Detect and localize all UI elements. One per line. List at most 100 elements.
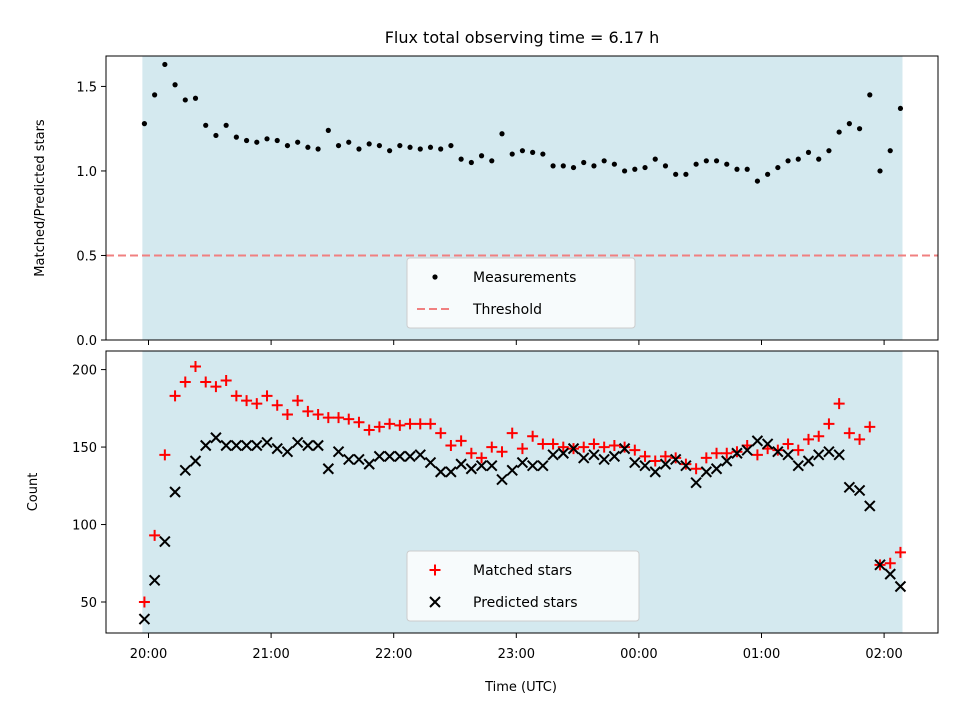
- data-point: [169, 390, 181, 402]
- data-point: [731, 447, 743, 459]
- axes-frame: [105, 350, 939, 634]
- series-measurements: [141, 61, 904, 184]
- data-point: [669, 453, 682, 466]
- legend-box: [406, 550, 640, 622]
- data-point: [230, 390, 242, 402]
- data-point: [823, 418, 835, 430]
- data-point: [884, 568, 896, 580]
- data-point: [897, 105, 904, 112]
- axes-frame: [105, 55, 939, 341]
- data-point: [894, 580, 907, 593]
- data-point: [601, 158, 607, 164]
- data-point: [261, 436, 273, 449]
- y-tick-label: 200: [72, 364, 97, 379]
- legend-swatch: [432, 274, 438, 280]
- data-point: [772, 446, 784, 458]
- data-point: [813, 430, 825, 442]
- data-point: [853, 484, 866, 497]
- data-point: [659, 450, 671, 462]
- data-point: [305, 144, 311, 150]
- data-point: [373, 450, 386, 463]
- data-point: [179, 376, 191, 388]
- data-point: [373, 421, 385, 433]
- x-tick-label: 21:00: [252, 647, 289, 662]
- data-point: [693, 161, 699, 167]
- data-point: [240, 439, 253, 452]
- data-point: [833, 449, 845, 461]
- x-tick-label: 02:00: [865, 647, 902, 662]
- data-point: [179, 464, 191, 477]
- data-point: [445, 440, 457, 452]
- data-point: [639, 450, 651, 462]
- x-tick-label: 22:00: [375, 647, 412, 662]
- data-point: [220, 439, 232, 452]
- data-point: [621, 168, 628, 174]
- y-tick-label: 50: [80, 596, 97, 611]
- data-point: [434, 466, 447, 478]
- data-point: [230, 439, 243, 452]
- data-point: [642, 164, 648, 171]
- data-point: [271, 442, 283, 455]
- legend-swatch: [429, 596, 441, 608]
- data-point: [823, 446, 835, 458]
- legend-swatch: [429, 564, 441, 576]
- data-point: [394, 450, 406, 463]
- data-point: [578, 452, 590, 464]
- data-point: [894, 546, 906, 558]
- data-point: [496, 473, 508, 486]
- data-point: [172, 82, 178, 88]
- data-point: [731, 446, 743, 458]
- data-point: [608, 440, 620, 452]
- data-point: [404, 450, 416, 463]
- data-point: [802, 455, 815, 467]
- data-point: [210, 381, 222, 393]
- data-point: [772, 444, 784, 456]
- data-point: [274, 137, 280, 144]
- data-point: [455, 458, 467, 470]
- data-point: [526, 459, 539, 472]
- data-point: [721, 455, 733, 467]
- data-point: [376, 142, 382, 149]
- data-point: [332, 446, 345, 458]
- data-point: [192, 95, 199, 101]
- data-point: [424, 418, 436, 430]
- data-point: [843, 427, 855, 439]
- data-point: [159, 449, 171, 461]
- data-point: [478, 153, 485, 159]
- data-point: [162, 61, 168, 68]
- legend-label: Predicted stars: [473, 595, 578, 611]
- data-point: [867, 92, 873, 98]
- data-point: [213, 132, 219, 139]
- data-point: [200, 439, 212, 452]
- data-point: [424, 456, 437, 469]
- data-point: [363, 424, 375, 436]
- data-point: [284, 142, 291, 149]
- data-point: [710, 463, 723, 475]
- legend-label: Threshold: [472, 302, 542, 318]
- data-point: [475, 459, 488, 472]
- data-point: [547, 438, 559, 450]
- panel-1: 0.0 0.5 1.0 1.5 Matched/Predicted stars Measu…: [33, 55, 939, 349]
- data-point: [802, 433, 814, 445]
- panels-group: 0.0 0.5 1.0 1.5 Matched/Predicted stars Measu…: [26, 55, 939, 662]
- data-point: [384, 418, 396, 430]
- data-point: [220, 374, 232, 386]
- data-point: [711, 447, 723, 459]
- data-point: [785, 158, 791, 164]
- data-point: [639, 459, 651, 472]
- data-point: [527, 430, 539, 442]
- data-point: [591, 163, 597, 169]
- data-point: [489, 158, 495, 164]
- data-point: [322, 412, 334, 424]
- x-tick-label: 01:00: [743, 647, 780, 662]
- data-point: [690, 476, 702, 489]
- data-point: [795, 156, 801, 162]
- data-point: [152, 92, 158, 98]
- data-point: [670, 452, 682, 464]
- data-point: [148, 574, 161, 587]
- legend: Measurements Threshold: [406, 257, 636, 329]
- data-point: [455, 435, 467, 447]
- data-point: [761, 438, 774, 450]
- data-point: [741, 444, 753, 456]
- data-point: [383, 450, 396, 463]
